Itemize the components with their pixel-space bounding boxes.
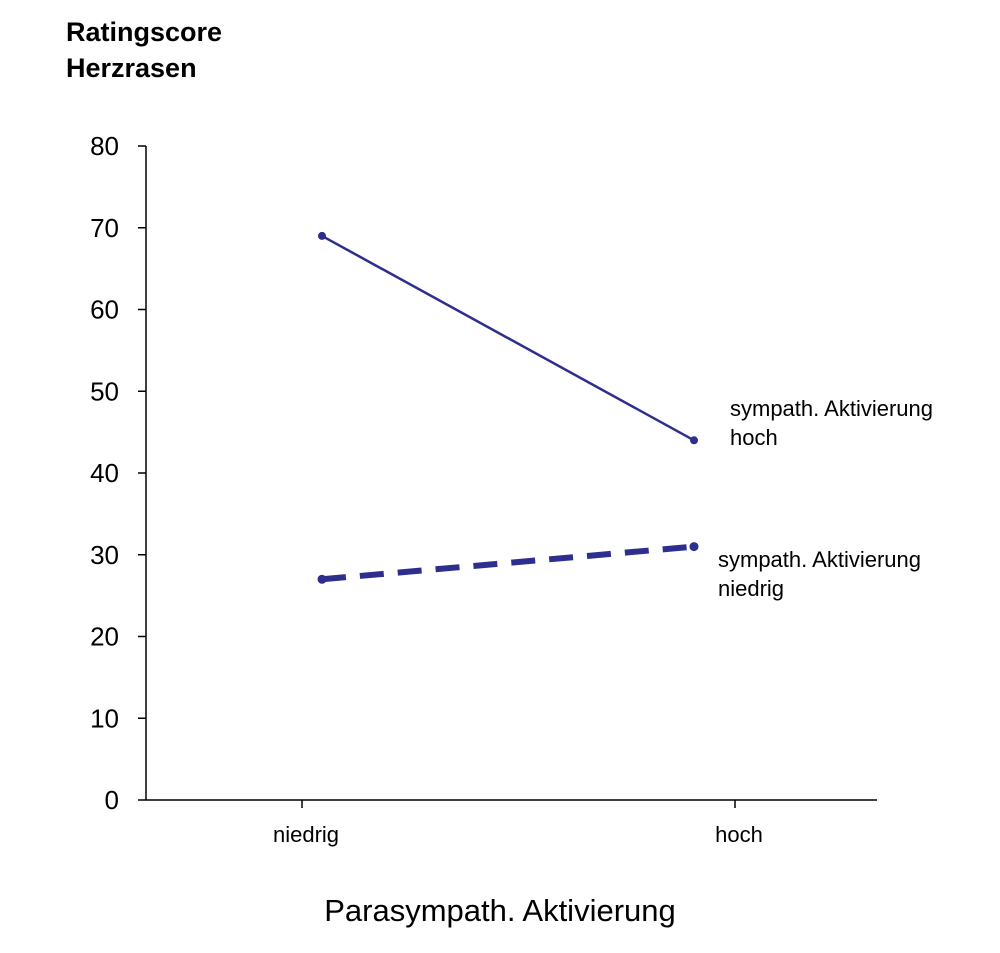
x-axis-title: Parasympath. Aktivierung [324,893,676,928]
series-lines [317,231,699,584]
y-tick-label: 60 [90,295,119,325]
y-tick-label: 10 [90,703,119,733]
y-tick-label: 80 [90,131,119,161]
y-tick-label: 40 [90,458,119,488]
series-point-0 [690,436,698,445]
y-tick-label: 0 [105,785,119,815]
series-point-1 [689,542,699,552]
y-axis-title-line-1: Ratingscore [66,17,223,47]
y-tick-label: 50 [90,376,119,406]
series-label-sympath-niedrig: sympath. Aktivierung niedrig [718,545,921,603]
x-tick-label: niedrig [273,822,339,847]
series-label-sympath-hoch-line-2: hoch [730,425,778,450]
series-line-0 [321,234,695,442]
y-tick-label: 70 [90,213,119,243]
y-axis-title-line-2: Herzrasen [66,53,197,83]
series-label-sympath-hoch: sympath. Aktivierung hoch [730,394,933,452]
y-axis-title: Ratingscore Herzrasen [66,14,222,86]
axes [145,146,877,801]
series-line-1 [321,543,695,583]
y-tick-label: 20 [90,622,119,652]
series-label-sympath-hoch-line-1: sympath. Aktivierung [730,396,933,421]
series-label-sympath-niedrig-line-2: niedrig [718,576,785,601]
y-tick-label: 30 [90,540,119,570]
y-ticks: 0 10 20 30 40 50 60 70 80 [90,131,146,815]
series-point-1 [317,574,327,584]
series-label-sympath-niedrig-line-1: sympath. Aktivierung [718,547,921,572]
x-ticks: niedrig hoch [273,800,763,847]
x-tick-label: hoch [715,822,763,847]
series-point-0 [318,231,326,240]
